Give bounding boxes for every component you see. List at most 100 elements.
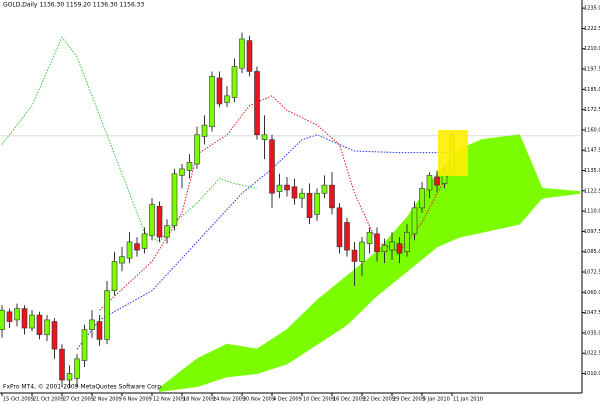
candle-body — [224, 95, 230, 103]
candle-body — [134, 243, 140, 251]
candle-body — [126, 241, 133, 259]
y-tick-label: 1210.00 — [584, 46, 600, 52]
candle-body — [269, 139, 275, 194]
y-tick-label: 1197.50 — [584, 67, 600, 73]
y-tick-label: 1085.00 — [584, 249, 600, 255]
x-tick-label: 21 Oct 2009 — [33, 397, 64, 403]
y-tick-label: 1072.50 — [584, 270, 600, 276]
candle-body — [216, 77, 223, 105]
cloud-layer — [159, 134, 580, 392]
y-tick-label: 1122.50 — [584, 188, 600, 194]
highlight-box — [438, 130, 468, 176]
x-tick-label: 22 Dec 2009 — [363, 397, 395, 403]
y-tick-label: 1235.00 — [584, 6, 600, 12]
candle-body — [44, 319, 50, 335]
x-tick-label: 18 Nov 2009 — [183, 397, 215, 403]
candle-body — [426, 175, 433, 191]
candle-body — [329, 184, 335, 209]
x-tick-label: 16 Dec 2009 — [333, 397, 365, 403]
candle-body — [419, 188, 425, 209]
y-tick-label: 1022.50 — [584, 351, 600, 357]
candle-body — [434, 176, 440, 186]
candle-body — [336, 207, 343, 248]
candle-body — [6, 311, 13, 322]
candle-body — [59, 348, 65, 381]
y-tick-label: 1110.00 — [584, 209, 600, 215]
top-layer: 1235.00 1222.50 1210.00 1197.50 1185.00 1172.… — [1, 6, 600, 403]
x-tick-label: 6 Nov 2009 — [123, 397, 152, 403]
y-tick-label: 1060.00 — [584, 290, 600, 296]
candle-body — [254, 71, 260, 136]
x-tick-label: 2 Nov 2009 — [93, 397, 122, 403]
candle-body — [29, 314, 35, 329]
chart-title: GOLD,Daily 1136.30 1159.20 1136.30 1156.… — [3, 2, 144, 9]
y-tick-label: 1135.00 — [584, 168, 600, 174]
candle-body — [21, 308, 28, 329]
candle-body — [359, 241, 365, 262]
candle-body — [366, 231, 373, 244]
x-tick-label: 29 Dec 2009 — [393, 397, 425, 403]
candle-body — [239, 38, 245, 69]
candle-body — [276, 184, 283, 192]
candle-body — [209, 76, 215, 127]
candle-body — [96, 321, 103, 340]
candle-body — [111, 261, 118, 291]
candle-body — [306, 192, 313, 218]
x-tick-label: 30 Nov 2009 — [243, 397, 275, 403]
candle-body — [321, 184, 328, 194]
candle-body — [291, 186, 298, 199]
y-tick-label: 1047.50 — [584, 310, 600, 316]
x-tick-label: 27 Oct 2009 — [63, 397, 94, 403]
candle-body — [194, 134, 200, 165]
candle-body — [156, 205, 163, 238]
candle-body — [351, 249, 358, 262]
footer: FxPro MT4, © 2001-2009 MetaQuotes Softwa… — [3, 384, 163, 391]
candle-body — [314, 192, 320, 215]
y-tick-label: 1222.50 — [584, 26, 600, 32]
candle-body — [404, 231, 410, 253]
candle-body — [396, 243, 403, 254]
candle-body — [36, 314, 43, 335]
candle-body — [51, 321, 58, 350]
indicator-line — [1, 36, 258, 243]
x-tick-label: 15 Oct 2009 — [3, 397, 34, 403]
x-tick-label: 12 Nov 2009 — [153, 397, 185, 403]
candle-body — [164, 225, 170, 238]
candle-body — [381, 244, 388, 253]
candle-body — [104, 290, 110, 340]
candle-body — [81, 329, 88, 361]
candle-body — [74, 358, 80, 379]
indicator-line — [99, 95, 453, 311]
x-tick-label: 5 Jan 2010 — [423, 397, 450, 403]
candle-body — [299, 192, 305, 199]
candle-body — [374, 233, 380, 253]
y-tick-label: 1035.00 — [584, 330, 600, 336]
y-tick-label: 1010.00 — [584, 371, 600, 377]
candle-body — [0, 309, 5, 330]
x-tick-label: 10 Dec 2009 — [303, 397, 335, 403]
candle-body — [14, 308, 20, 321]
y-tick-label: 1172.50 — [584, 107, 600, 113]
candle-body — [66, 373, 73, 381]
y-tick-label: 1185.00 — [584, 87, 600, 93]
x-tick-label: 4 Dec 2009 — [273, 397, 302, 403]
candle-body — [119, 256, 125, 264]
x-tick-label: 24 Nov 2009 — [213, 397, 245, 403]
candle-body — [389, 241, 395, 251]
y-tick-label: 1160.00 — [584, 127, 600, 133]
candle-body — [186, 162, 193, 171]
candle-body — [411, 207, 418, 235]
candle-body — [231, 66, 238, 98]
cloud — [159, 134, 580, 392]
candle-body — [179, 168, 185, 176]
candle-body — [201, 124, 208, 137]
candle-layer — [0, 32, 455, 389]
candle-body — [246, 40, 253, 72]
candle-body — [171, 173, 178, 227]
y-tick-label: 1097.50 — [584, 229, 600, 235]
candle-body — [284, 184, 290, 191]
candle-body — [141, 233, 148, 249]
candle-body — [261, 134, 268, 140]
candle-body — [344, 222, 350, 251]
